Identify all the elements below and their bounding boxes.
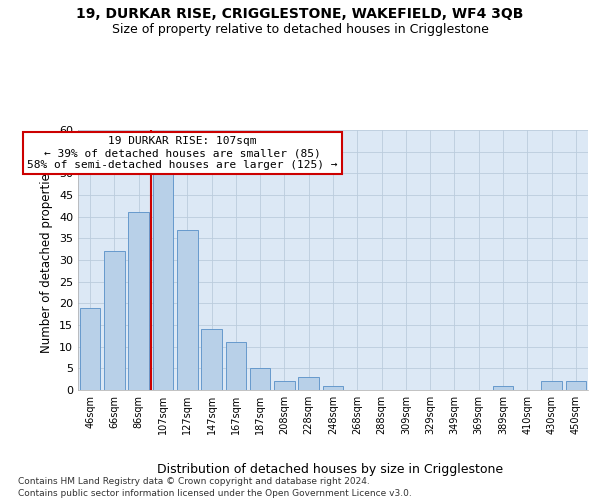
Bar (250, 368, 271, 390)
Bar (298, 377, 319, 390)
Bar (104, 252, 125, 390)
Bar (566, 382, 586, 390)
Bar (177, 230, 197, 390)
Text: Distribution of detached houses by size in Crigglestone: Distribution of detached houses by size … (157, 462, 503, 475)
Text: 19 DURKAR RISE: 107sqm
← 39% of detached houses are smaller (85)
58% of semi-det: 19 DURKAR RISE: 107sqm ← 39% of detached… (27, 136, 338, 170)
Text: Size of property relative to detached houses in Crigglestone: Size of property relative to detached ho… (112, 22, 488, 36)
Y-axis label: Number of detached properties: Number of detached properties (40, 167, 53, 353)
Text: Contains public sector information licensed under the Open Government Licence v3: Contains public sector information licen… (18, 489, 412, 498)
Text: 19, DURKAR RISE, CRIGGLESTONE, WAKEFIELD, WF4 3QB: 19, DURKAR RISE, CRIGGLESTONE, WAKEFIELD… (76, 8, 524, 22)
Bar (80, 308, 100, 390)
Bar (323, 386, 343, 390)
Bar (274, 382, 295, 390)
Bar (201, 330, 222, 390)
Bar (128, 212, 149, 390)
Text: Contains HM Land Registry data © Crown copyright and database right 2024.: Contains HM Land Registry data © Crown c… (18, 478, 370, 486)
Bar (152, 174, 173, 390)
Bar (541, 382, 562, 390)
Bar (493, 386, 514, 390)
Bar (226, 342, 246, 390)
